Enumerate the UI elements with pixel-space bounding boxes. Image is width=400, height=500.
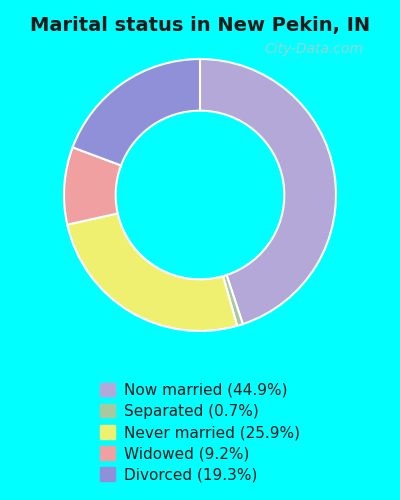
Wedge shape — [73, 59, 200, 166]
Wedge shape — [67, 214, 237, 331]
Text: City-Data.com: City-Data.com — [264, 42, 363, 56]
Wedge shape — [223, 275, 243, 326]
Legend: Now married (44.9%), Separated (0.7%), Never married (25.9%), Widowed (9.2%), Di: Now married (44.9%), Separated (0.7%), N… — [100, 382, 300, 482]
Text: Marital status in New Pekin, IN: Marital status in New Pekin, IN — [30, 16, 370, 35]
Wedge shape — [64, 148, 121, 224]
Wedge shape — [200, 59, 336, 324]
